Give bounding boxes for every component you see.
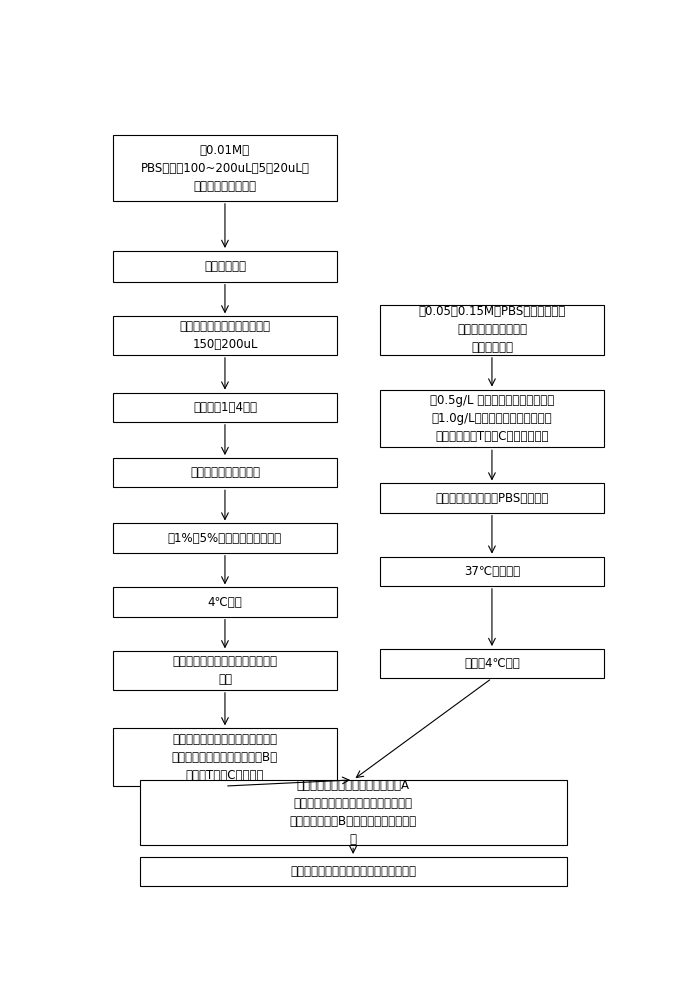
FancyBboxPatch shape — [139, 780, 567, 845]
FancyBboxPatch shape — [380, 557, 604, 586]
Text: 摇床反应1～4小时: 摇床反应1～4小时 — [193, 401, 257, 414]
FancyBboxPatch shape — [113, 135, 337, 201]
FancyBboxPatch shape — [139, 857, 567, 886]
Text: 干燥后4℃保存: 干燥后4℃保存 — [464, 657, 520, 670]
FancyBboxPatch shape — [380, 649, 604, 678]
Text: 将硝酸纤维素膜放入PBS缓冲液中: 将硝酸纤维素膜放入PBS缓冲液中 — [435, 492, 548, 505]
FancyBboxPatch shape — [113, 587, 337, 617]
Text: 在塑料板上依次粘贴玻璃纤维素膜A
、量子点标记戊型肝炎病毒单克隆抗体
的玻璃纤维素膜B、硝酸纤维素膜、吸水
纸: 在塑料板上依次粘贴玻璃纤维素膜A 、量子点标记戊型肝炎病毒单克隆抗体 的玻璃纤维… — [289, 779, 417, 846]
Text: 取0.01M的
PBS缓冲液100~200uL与5～20uL表
面连有羧基的量子点: 取0.01M的 PBS缓冲液100~200uL与5～20uL表 面连有羧基的量子… — [141, 144, 309, 193]
Text: 用1%～5%的牛血清白蛋白封闭: 用1%～5%的牛血清白蛋白封闭 — [168, 532, 282, 545]
Text: 选取偶联试剂: 选取偶联试剂 — [204, 260, 246, 273]
FancyBboxPatch shape — [113, 728, 337, 786]
FancyBboxPatch shape — [113, 458, 337, 487]
Text: 量子点标记的戊型肝炎病毒单克隆
抗体: 量子点标记的戊型肝炎病毒单克隆 抗体 — [172, 655, 278, 686]
Text: 用试纸切刀切割成试纸，干燥后密封保存: 用试纸切刀切割成试纸，干燥后密封保存 — [290, 865, 416, 878]
FancyBboxPatch shape — [380, 483, 604, 513]
FancyBboxPatch shape — [380, 305, 604, 355]
Text: 加入戊型肝炎病毒单克隆抗体
150～200uL: 加入戊型肝炎病毒单克隆抗体 150～200uL — [179, 320, 271, 351]
FancyBboxPatch shape — [113, 651, 337, 690]
Text: 层析柱过滤，离心纯化: 层析柱过滤，离心纯化 — [190, 466, 260, 479]
FancyBboxPatch shape — [113, 523, 337, 553]
FancyBboxPatch shape — [380, 390, 604, 447]
FancyBboxPatch shape — [113, 251, 337, 282]
Text: 将0.5g/L 戊型肝炎病毒多克隆抗体
和1.0g/L兔抗鼠二抗喷在硝酸纤维
素膜一端形成T带和C带，室温晾干: 将0.5g/L 戊型肝炎病毒多克隆抗体 和1.0g/L兔抗鼠二抗喷在硝酸纤维 素… — [430, 394, 554, 443]
FancyBboxPatch shape — [113, 393, 337, 422]
Text: 4℃保存: 4℃保存 — [207, 596, 243, 609]
Text: 37℃封闭待用: 37℃封闭待用 — [464, 565, 520, 578]
FancyBboxPatch shape — [113, 316, 337, 355]
Text: 用0.05～0.15M的PBS缓冲液稀释戊
型肝炎病毒多克隆抗体
及兔抗鼠二抗: 用0.05～0.15M的PBS缓冲液稀释戊 型肝炎病毒多克隆抗体 及兔抗鼠二抗 — [418, 305, 566, 354]
Text: 将量子点标记的戊型肝炎病毒单克
隆抗体均匀喷覆于玻璃纤维膜B一
端，与T带和C带相对应: 将量子点标记的戊型肝炎病毒单克 隆抗体均匀喷覆于玻璃纤维膜B一 端，与T带和C带… — [172, 733, 278, 782]
